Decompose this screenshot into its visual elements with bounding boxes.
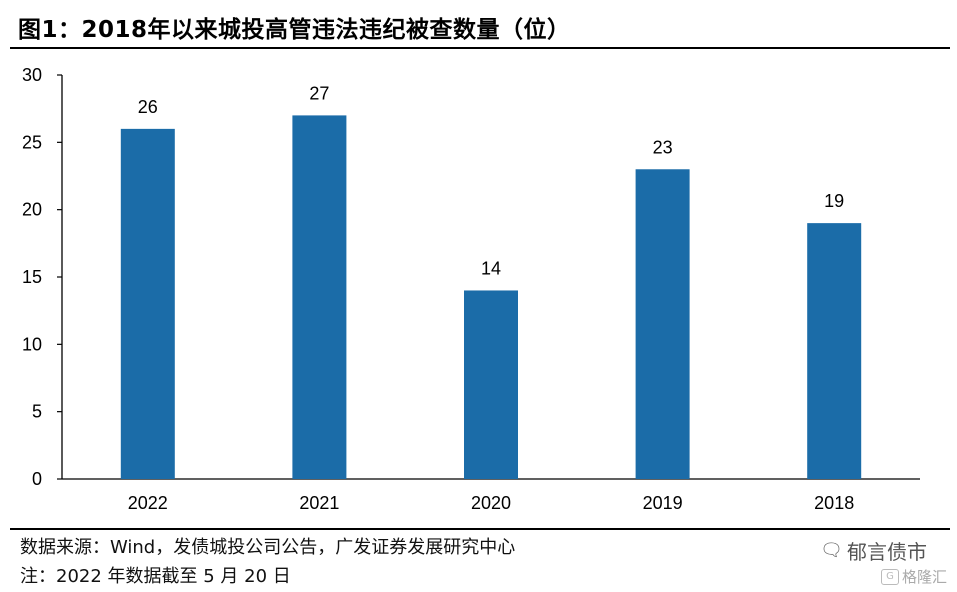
bar (635, 169, 690, 479)
y-tick-label: 10 (22, 334, 42, 354)
source-text: 数据来源：Wind，发债城投公司公告，广发证券发展研究中心 (20, 537, 516, 558)
y-tick-label: 20 (22, 200, 42, 220)
watermark: 🗨 郁言债市 (820, 536, 927, 565)
x-tick-label: 2022 (128, 493, 168, 513)
gelonghui-icon: G (880, 568, 899, 585)
top-rule (10, 47, 950, 49)
bar (292, 115, 347, 480)
wechat-icon: 🗨 (820, 540, 843, 561)
bottom-rule (10, 528, 950, 530)
y-tick-label: 25 (22, 132, 42, 152)
note-text: 注：2022 年数据截至 5 月 20 日 (20, 566, 291, 587)
y-tick-label: 0 (32, 469, 42, 489)
x-tick-label: 2020 (471, 493, 511, 513)
watermark-secondary-label: 格隆汇 (901, 568, 947, 586)
watermark-label: 郁言债市 (847, 540, 927, 564)
x-tick-label: 2019 (643, 493, 683, 513)
watermark-secondary: G 格隆汇 (880, 566, 947, 587)
bar (807, 223, 862, 479)
y-tick-label: 30 (22, 65, 42, 85)
data-label: 26 (138, 97, 158, 117)
data-label: 14 (481, 258, 501, 278)
data-label: 19 (824, 191, 844, 211)
x-tick-label: 2021 (299, 493, 339, 513)
bar-chart: 0 5 10 15 20 25 30 26 2022 27 2021 14 2020 23 2019 19 20… (22, 65, 920, 513)
bar (120, 128, 175, 479)
data-label: 27 (309, 83, 329, 103)
y-tick-label: 15 (22, 267, 42, 287)
chart-title: 图1：2018年以来城投高管违法违纪被查数量（位） (18, 17, 571, 43)
bar (464, 290, 518, 479)
y-tick-label: 5 (32, 402, 42, 422)
x-tick-label: 2018 (814, 493, 854, 513)
data-label: 23 (653, 137, 673, 157)
